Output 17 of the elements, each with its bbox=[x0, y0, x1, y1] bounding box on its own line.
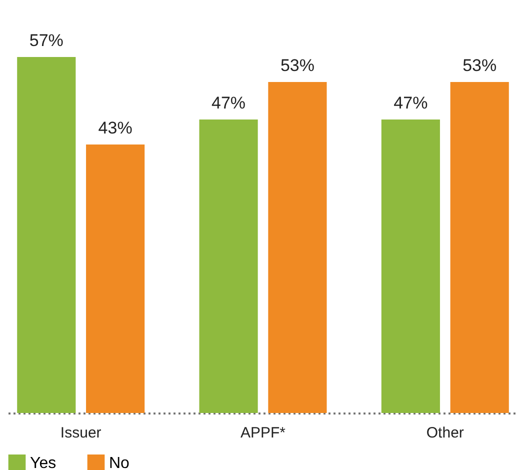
x-tick-label: APPF* bbox=[240, 424, 286, 442]
data-label: 53% bbox=[462, 56, 497, 75]
data-label: 43% bbox=[98, 118, 132, 138]
data-label: 47% bbox=[212, 93, 246, 112]
bar bbox=[268, 82, 327, 413]
data-label: 53% bbox=[280, 56, 314, 75]
bar bbox=[199, 119, 258, 413]
legend-label: Yes bbox=[30, 455, 56, 470]
bar bbox=[86, 144, 145, 413]
legend-label: No bbox=[109, 455, 130, 470]
bar bbox=[17, 57, 76, 413]
x-tick-label: Other bbox=[426, 424, 464, 442]
bar bbox=[450, 82, 509, 413]
data-label: 47% bbox=[394, 93, 428, 112]
data-label: 57% bbox=[29, 31, 64, 50]
x-tick-label: Issuer bbox=[60, 424, 102, 442]
bar bbox=[381, 119, 440, 413]
